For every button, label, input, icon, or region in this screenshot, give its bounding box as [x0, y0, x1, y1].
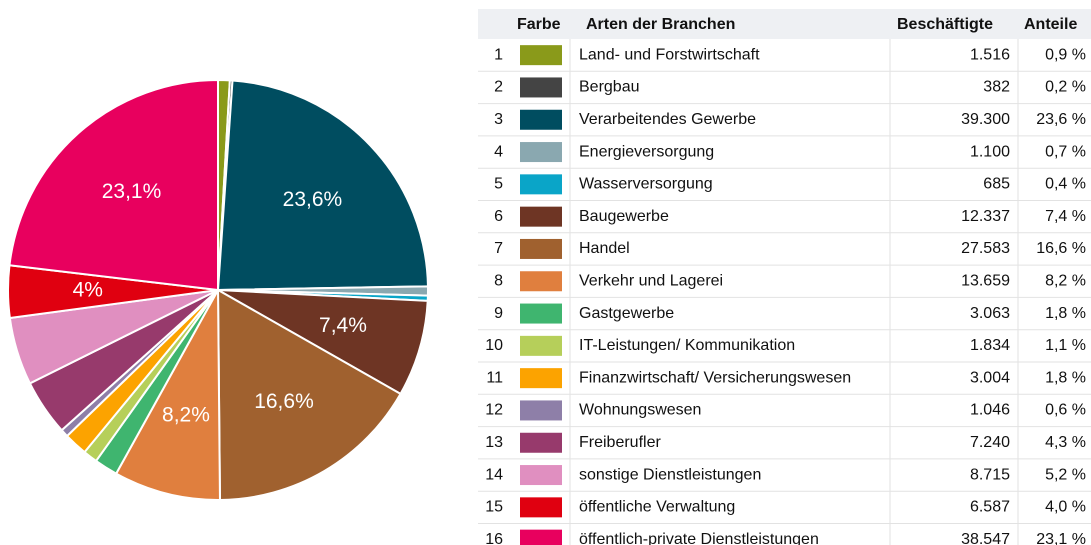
- branch-name: Handel: [579, 240, 630, 257]
- row-number: 2: [494, 79, 503, 96]
- share: 8,2 %: [1045, 272, 1086, 289]
- employees: 6.587: [970, 499, 1010, 516]
- slice-label: 7,4%: [319, 314, 367, 337]
- row-number: 6: [494, 208, 503, 225]
- employees: 7.240: [970, 434, 1010, 451]
- row-number: 10: [485, 337, 503, 354]
- row-number: 8: [494, 272, 503, 289]
- color-swatch: [520, 400, 562, 421]
- row-number: 12: [485, 402, 503, 419]
- color-swatch: [520, 497, 562, 518]
- row-number: 5: [494, 176, 503, 193]
- color-swatch: [520, 432, 562, 453]
- slice-label: 23,6%: [283, 188, 343, 211]
- color-swatch: [520, 303, 562, 324]
- color-swatch: [520, 45, 562, 66]
- branch-name: Verkehr und Lagerei: [579, 272, 723, 289]
- color-swatch: [520, 238, 562, 259]
- branch-name: Land- und Forstwirtschaft: [579, 46, 760, 63]
- color-swatch: [520, 174, 562, 195]
- branch-name: öffentliche Verwaltung: [579, 499, 735, 516]
- employees: 13.659: [961, 272, 1010, 289]
- row-number: 13: [485, 434, 503, 451]
- color-swatch: [520, 335, 562, 356]
- employees: 8.715: [970, 466, 1010, 483]
- branch-name: Freiberufler: [579, 434, 661, 451]
- table-header: Anteile: [1024, 16, 1077, 33]
- color-swatch: [520, 529, 562, 545]
- share: 5,2 %: [1045, 466, 1086, 483]
- row-number: 15: [485, 499, 503, 516]
- employees: 1.046: [970, 402, 1010, 419]
- employees: 38.547: [961, 531, 1010, 545]
- share: 1,8 %: [1045, 369, 1086, 386]
- employees: 1.834: [970, 337, 1010, 354]
- share: 0,9 %: [1045, 46, 1086, 63]
- share: 4,0 %: [1045, 499, 1086, 516]
- employees: 39.300: [961, 111, 1010, 128]
- branch-name: Energieversorgung: [579, 143, 714, 160]
- slice-label: 23,1%: [102, 180, 162, 203]
- row-number: 4: [494, 143, 503, 160]
- table-header: Arten der Branchen: [586, 16, 735, 33]
- share: 7,4 %: [1045, 208, 1086, 225]
- employees: 685: [983, 176, 1010, 193]
- employees: 12.337: [961, 208, 1010, 225]
- share: 0,2 %: [1045, 79, 1086, 96]
- employees: 1.100: [970, 143, 1010, 160]
- color-swatch: [520, 206, 562, 227]
- branch-name: Gastgewerbe: [579, 305, 674, 322]
- table-header: Beschäftigte: [897, 16, 993, 33]
- row-number: 9: [494, 305, 503, 322]
- share: 4,3 %: [1045, 434, 1086, 451]
- branch-name: Bergbau: [579, 79, 640, 96]
- slice-label: 16,6%: [254, 390, 314, 413]
- color-swatch: [520, 465, 562, 486]
- color-swatch: [520, 77, 562, 98]
- branch-name: Finanzwirtschaft/ Versicherungswesen: [579, 369, 851, 386]
- share: 1,8 %: [1045, 305, 1086, 322]
- employees: 27.583: [961, 240, 1010, 257]
- share: 1,1 %: [1045, 337, 1086, 354]
- employees: 3.063: [970, 305, 1010, 322]
- share: 23,1 %: [1036, 531, 1086, 545]
- branch-name: Wohnungswesen: [579, 402, 701, 419]
- pie-slice: [216, 79, 429, 292]
- slice-label: 8,2%: [162, 404, 210, 427]
- table-header-bg: [478, 9, 1091, 39]
- color-swatch: [520, 109, 562, 130]
- row-number: 3: [494, 111, 503, 128]
- branch-name: Wasserversorgung: [579, 176, 713, 193]
- share: 16,6 %: [1036, 240, 1086, 257]
- share: 0,4 %: [1045, 176, 1086, 193]
- row-number: 16: [485, 531, 503, 545]
- color-swatch: [520, 142, 562, 163]
- branch-name: Baugewerbe: [579, 208, 669, 225]
- row-number: 14: [485, 466, 503, 483]
- branch-name: öffentlich-private Dienstleistungen: [579, 531, 819, 545]
- share: 0,6 %: [1045, 402, 1086, 419]
- branch-name: sonstige Dienstleistungen: [579, 466, 761, 483]
- table-header: Farbe: [517, 16, 561, 33]
- pie-slice: [217, 289, 429, 396]
- color-swatch: [520, 368, 562, 389]
- branch-name: Verarbeitendes Gewerbe: [579, 111, 756, 128]
- share: 23,6 %: [1036, 111, 1086, 128]
- color-swatch: [520, 271, 562, 292]
- pie-slice: [216, 288, 402, 502]
- pie-slice: [8, 78, 219, 292]
- employees: 382: [983, 79, 1010, 96]
- pie-slice: [114, 286, 221, 501]
- slice-label: 4%: [73, 279, 103, 302]
- branch-name: IT-Leistungen/ Kommunikation: [579, 337, 795, 354]
- row-number: 7: [494, 240, 503, 257]
- share: 0,7 %: [1045, 143, 1086, 160]
- row-number: 1: [494, 46, 503, 63]
- employees: 3.004: [970, 369, 1010, 386]
- employees: 1.516: [970, 46, 1010, 63]
- row-number: 11: [486, 369, 503, 386]
